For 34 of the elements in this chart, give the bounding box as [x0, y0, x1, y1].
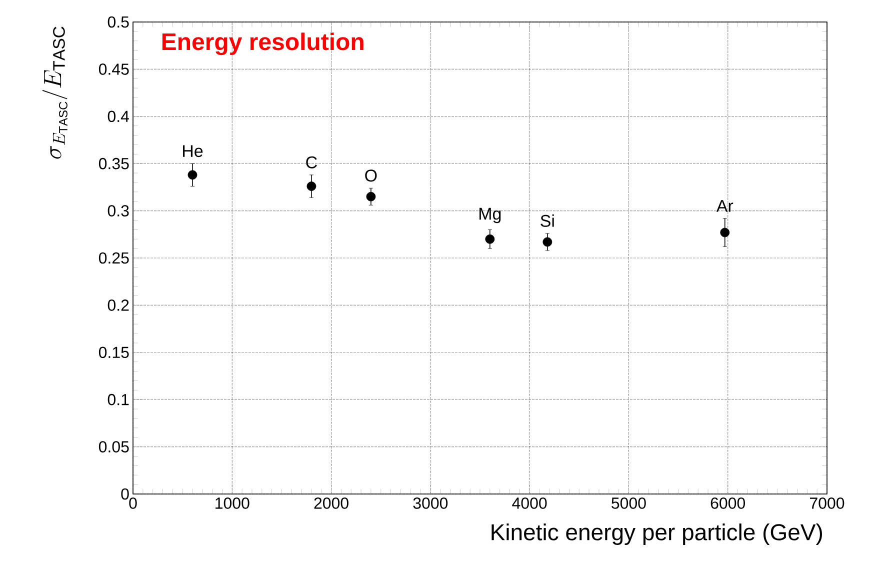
y-tick-label: 0.4 — [108, 110, 129, 122]
x-tick-label: 4000 — [512, 498, 547, 509]
annotation: C — [306, 156, 317, 168]
annotation: Mg — [480, 208, 501, 224]
point — [720, 228, 730, 238]
point — [485, 234, 495, 244]
y-tick-label: 0.5 — [108, 16, 129, 28]
annotation: O — [365, 170, 377, 182]
y-tick-label: 0.05 — [98, 441, 129, 452]
y-tick-label: 0.35 — [98, 158, 129, 170]
x-tick-label: 6000 — [710, 498, 746, 509]
y-tick-label: 0.1 — [108, 394, 129, 406]
annotation: Si — [540, 214, 554, 227]
y-tick-label: 0.25 — [98, 252, 129, 264]
x-tick-label: 7000 — [810, 498, 844, 509]
point — [306, 182, 316, 191]
point — [366, 192, 376, 202]
y-tick-label: 0.2 — [108, 300, 129, 311]
annotation: Ar — [716, 200, 734, 212]
x-tick-label: 2000 — [314, 498, 348, 509]
point — [188, 170, 198, 180]
point — [542, 237, 552, 247]
chart-title: Energy resolution — [162, 32, 364, 56]
x-axis-title: Kinetic energy per particle (GeV) — [492, 524, 822, 545]
y-axis-title: $\sigma_{E_{\mathrm{TASC}}}/E_{\mathrm{TASC}}$ — [42, 26, 68, 159]
y-tick-label: 0.3 — [108, 205, 129, 216]
y-tick-label: 0 — [121, 488, 129, 500]
x-tick-label: 5000 — [612, 498, 646, 509]
y-tick-label: 0.15 — [98, 346, 129, 358]
x-tick-label: 0 — [129, 498, 137, 509]
annotation: He — [183, 145, 203, 158]
y-tick-label: 0.45 — [98, 64, 129, 75]
x-tick-label: 1000 — [216, 498, 250, 509]
x-tick-label: 3000 — [413, 498, 448, 509]
